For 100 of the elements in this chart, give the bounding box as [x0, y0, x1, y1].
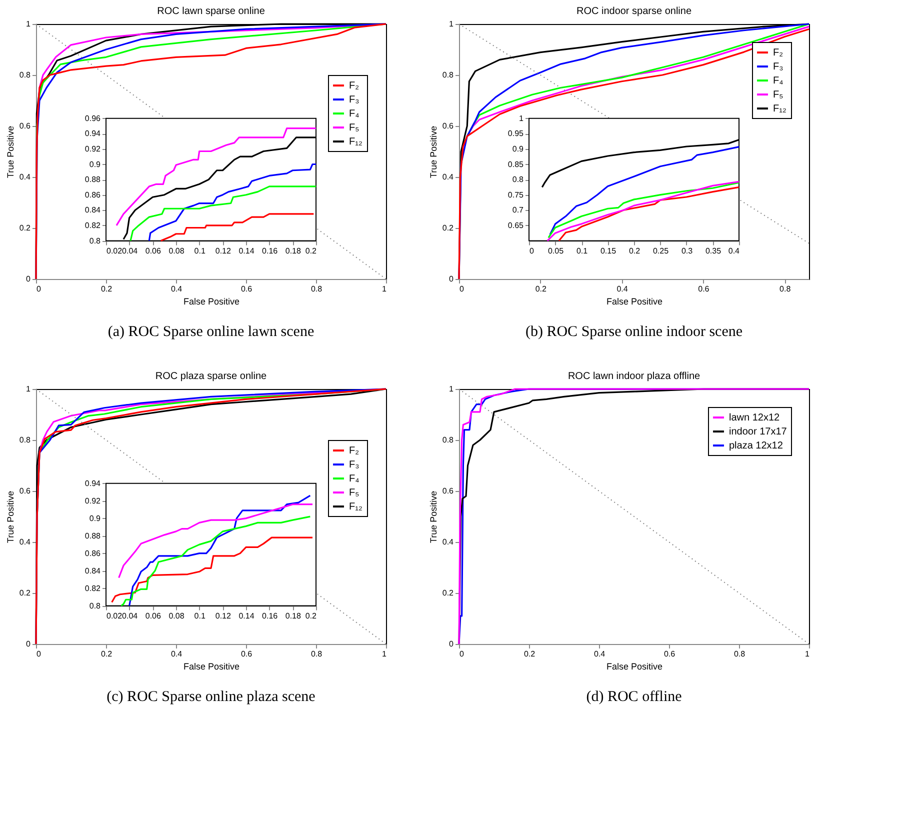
x-tick-label: 0.8 — [310, 284, 323, 294]
chart-title: ROC indoor sparse online — [576, 6, 692, 17]
x-tick-label: 0 — [36, 650, 42, 658]
y-tick-label: 0.84 — [84, 566, 102, 576]
y-tick-label: 0.6 — [19, 122, 32, 130]
text: (b) ROC Sparse online indoor scene — [525, 324, 743, 340]
x-tick-label: 0.15 — [600, 246, 617, 256]
y-tick-label: 0 — [449, 274, 454, 284]
x-tick-label: 0.2 — [535, 284, 548, 294]
y-tick-label: 0.82 — [84, 220, 102, 230]
x-tick-label: 0.02 — [106, 611, 123, 620]
x-tick-label: 0.2 — [305, 611, 318, 620]
x-tick-label: 0.4 — [728, 246, 740, 256]
y-tick-label: 0.86 — [84, 190, 102, 200]
line-series — [130, 186, 317, 242]
legend-label: F₂ — [349, 80, 360, 92]
y-tick-label: 1 — [449, 20, 454, 28]
y-tick-label: 0.82 — [84, 584, 102, 593]
y-tick-label: 0.85 — [508, 160, 524, 169]
legend-label: F₄ — [773, 76, 784, 86]
x-axis-title: False Positive — [183, 296, 240, 306]
x-tick-label: 0 — [460, 284, 464, 294]
x-tick-label: 0.6 — [698, 284, 710, 294]
y-tick-label: 0.8 — [442, 70, 454, 80]
x-tick-label: 0.4 — [170, 650, 183, 658]
y-tick-label: 1 — [519, 114, 524, 123]
y-tick-label: 0.95 — [508, 129, 524, 138]
y-tick-label: 1 — [449, 384, 454, 394]
x-tick-label: 0.18 — [285, 611, 302, 620]
y-axis-title: True Positive — [5, 126, 16, 178]
y-tick-label: 0.8 — [19, 436, 32, 444]
line-series — [111, 536, 314, 604]
legend-label: F₄ — [349, 474, 360, 484]
text: (a) ROC Sparse online lawn scene — [108, 324, 314, 340]
x-tick-label: 0.2 — [305, 246, 318, 256]
x-tick-label: 0.6 — [664, 650, 676, 658]
x-tick-label: 1 — [382, 650, 388, 658]
x-tick-label: 0 — [36, 284, 42, 294]
y-tick-label: 0.65 — [508, 220, 524, 230]
y-tick-label: 1 — [26, 384, 32, 394]
y-tick-label: 0.8 — [442, 436, 454, 444]
legend-label: F₂ — [349, 446, 360, 456]
text: (c) ROC Sparse online plaza scene — [106, 689, 316, 705]
legend-label: indoor 17x17 — [729, 426, 788, 438]
y-tick-label: 1 — [26, 20, 32, 28]
y-tick-label: 0.4 — [19, 172, 32, 182]
line-series — [128, 494, 311, 607]
line-series — [148, 163, 317, 242]
x-tick-label: 0.1 — [576, 246, 588, 256]
x-tick-label: 0.6 — [240, 650, 253, 658]
x-tick-label: 0.04 — [122, 611, 138, 620]
x-tick-label: 0.1 — [194, 246, 206, 256]
y-tick-label: 0.75 — [508, 190, 524, 200]
line-series — [160, 213, 314, 242]
x-tick-label: 0.4 — [594, 650, 606, 658]
x-tick-label: 1 — [805, 650, 810, 658]
legend-label: F₄ — [349, 108, 360, 120]
y-axis-title: True Positive — [5, 490, 16, 544]
legend-label: F₅ — [349, 122, 360, 134]
chart-title: ROC plaza sparse online — [155, 371, 268, 382]
y-tick-label: 0.92 — [84, 144, 102, 154]
x-tick-label: 0.06 — [145, 611, 162, 620]
legend-label: F₃ — [349, 460, 360, 470]
y-tick-label: 0.84 — [84, 206, 102, 215]
y-tick-label: 0.9 — [512, 144, 524, 154]
x-tick-label: 0.4 — [170, 284, 183, 294]
x-tick-label: 0.04 — [122, 246, 138, 256]
x-tick-label: 0.2 — [100, 650, 113, 658]
x-axis-title: False Positive — [606, 296, 663, 306]
legend-label: F₃ — [773, 62, 784, 72]
y-tick-label: 0.4 — [442, 172, 454, 182]
x-tick-label: 0.12 — [215, 611, 232, 620]
x-tick-label: 1 — [382, 284, 388, 294]
y-tick-label: 0.94 — [84, 478, 102, 488]
y-tick-label: 0.9 — [89, 160, 102, 169]
y-tick-label: 0.8 — [89, 236, 102, 246]
chart-title: ROC lawn sparse online — [157, 6, 266, 17]
y-tick-label: 0.6 — [442, 486, 454, 496]
y-tick-label: 0.86 — [84, 548, 102, 558]
legend-label: F₁₂ — [349, 502, 362, 512]
x-tick-label: 0.18 — [285, 246, 302, 256]
y-tick-label: 0.2 — [19, 224, 32, 232]
y-tick-label: 0 — [26, 274, 32, 284]
chart-title: ROC lawn indoor plaza offline — [568, 371, 700, 382]
y-tick-label: 0.8 — [512, 175, 524, 184]
x-tick-label: 0 — [460, 650, 464, 658]
y-tick-label: 0.8 — [19, 70, 32, 80]
x-tick-label: 0.2 — [628, 246, 641, 256]
y-tick-label: 0.9 — [89, 514, 102, 523]
x-tick-label: 0.14 — [238, 246, 255, 256]
x-tick-label: 0.8 — [310, 650, 323, 658]
x-tick-label: 0.06 — [145, 246, 162, 256]
x-tick-label: 0.2 — [100, 284, 113, 294]
x-tick-label: 0.2 — [524, 650, 536, 658]
x-axis-title: False Positive — [183, 662, 240, 672]
line-series — [120, 516, 311, 607]
y-tick-label: 0.96 — [84, 114, 102, 123]
legend-label: F₁₂ — [773, 104, 786, 114]
legend-label: F₅ — [349, 488, 360, 498]
x-tick-label: 0.05 — [548, 246, 564, 256]
